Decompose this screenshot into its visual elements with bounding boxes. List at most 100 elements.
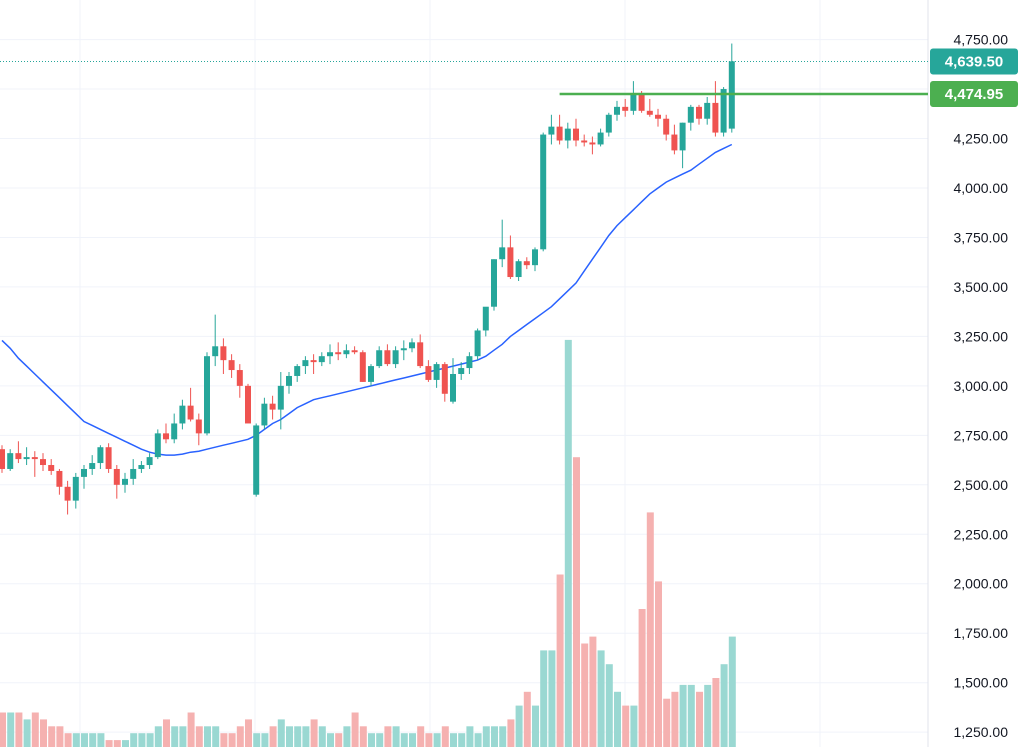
volume-bar xyxy=(540,650,548,747)
candle xyxy=(261,397,268,430)
candle xyxy=(556,114,563,145)
candle xyxy=(212,314,219,367)
candle xyxy=(687,104,694,131)
volume-bar xyxy=(113,740,121,747)
candle xyxy=(89,455,96,475)
candle-body xyxy=(72,476,79,501)
volume-bar xyxy=(458,733,466,747)
candle-body xyxy=(310,360,317,363)
volume-bar xyxy=(491,726,498,747)
level-layer[interactable] xyxy=(0,60,928,96)
volume-bar xyxy=(630,705,638,747)
volume-bar xyxy=(310,719,318,747)
volume-bar xyxy=(728,636,736,747)
candle-body xyxy=(548,126,555,135)
candle xyxy=(130,459,137,485)
price-axis-label: 3,250.00 xyxy=(954,328,1009,344)
candle-body xyxy=(253,425,260,495)
candle-body xyxy=(236,370,243,386)
candle xyxy=(400,340,407,361)
volume-bar xyxy=(72,733,80,747)
candle-body xyxy=(671,134,678,151)
candle xyxy=(450,358,456,404)
candle xyxy=(696,104,702,125)
volume-bar xyxy=(614,691,621,747)
candle-body xyxy=(605,114,612,133)
candle-body xyxy=(540,134,547,250)
volume-bar xyxy=(7,712,15,747)
candle xyxy=(409,338,415,353)
candle xyxy=(704,96,711,125)
volume-bar xyxy=(425,733,433,747)
candle-body xyxy=(204,356,210,434)
candle-body xyxy=(343,350,350,355)
candle-body xyxy=(425,366,432,380)
candle-body xyxy=(105,447,112,469)
volume-bar xyxy=(277,719,285,747)
candle-body xyxy=(130,468,137,479)
candle xyxy=(343,344,350,359)
volume-bar xyxy=(261,733,269,747)
candle-body xyxy=(720,89,727,133)
volume-bar xyxy=(409,733,416,747)
volume-bar xyxy=(245,719,252,747)
candle xyxy=(671,124,678,155)
volume-bar xyxy=(327,733,334,747)
candle xyxy=(655,108,661,127)
volume-bar xyxy=(507,719,515,747)
candle xyxy=(187,387,194,422)
price-axis-label: 4,250.00 xyxy=(954,131,1009,147)
volume-bar xyxy=(343,726,351,747)
candle-body xyxy=(376,350,383,367)
volume-bar xyxy=(417,726,425,747)
candle-body xyxy=(64,486,71,501)
candle-body xyxy=(40,459,46,466)
candle-body xyxy=(630,93,637,111)
candle-body xyxy=(187,405,194,420)
candle-body xyxy=(482,306,489,331)
candle xyxy=(269,395,276,420)
candle-body xyxy=(146,457,153,466)
volume-bar xyxy=(195,726,203,747)
candle xyxy=(605,112,612,137)
candle xyxy=(597,128,604,147)
candle xyxy=(64,480,71,515)
candle xyxy=(581,134,588,147)
volume-bar xyxy=(392,726,400,747)
candle xyxy=(277,372,284,430)
volume-bar xyxy=(269,726,277,747)
volume-bar xyxy=(105,740,113,747)
candle xyxy=(81,465,87,489)
volume-bar xyxy=(122,740,129,747)
candle-body xyxy=(277,385,284,410)
volume-bar xyxy=(597,650,605,747)
candle xyxy=(425,360,432,382)
candle-body xyxy=(23,457,30,460)
volume-bar xyxy=(302,726,310,747)
volume-bar xyxy=(146,733,154,747)
volume-bar xyxy=(515,705,523,747)
volume-bar xyxy=(671,691,679,747)
candle xyxy=(573,118,579,147)
candle xyxy=(335,342,342,361)
candle-body xyxy=(474,330,481,357)
candle-body xyxy=(171,423,178,440)
candle xyxy=(433,362,440,388)
volume-bar xyxy=(89,733,97,747)
candle-body xyxy=(31,457,38,460)
candle xyxy=(589,136,596,155)
volume-bar xyxy=(212,726,220,747)
volume-bar xyxy=(286,726,293,747)
price-axis[interactable]: 1,250.00 1,500.00 1,750.00 2,000.00 2,250.00… xyxy=(954,0,1009,741)
volume-bar xyxy=(163,719,170,747)
candle-body xyxy=(154,433,161,458)
candle xyxy=(245,383,251,424)
candle-body xyxy=(97,447,104,464)
candle-body xyxy=(614,106,620,115)
candle-body xyxy=(663,118,670,135)
candle-body xyxy=(499,247,506,260)
candle-body xyxy=(646,110,653,115)
candle-body xyxy=(458,368,465,374)
